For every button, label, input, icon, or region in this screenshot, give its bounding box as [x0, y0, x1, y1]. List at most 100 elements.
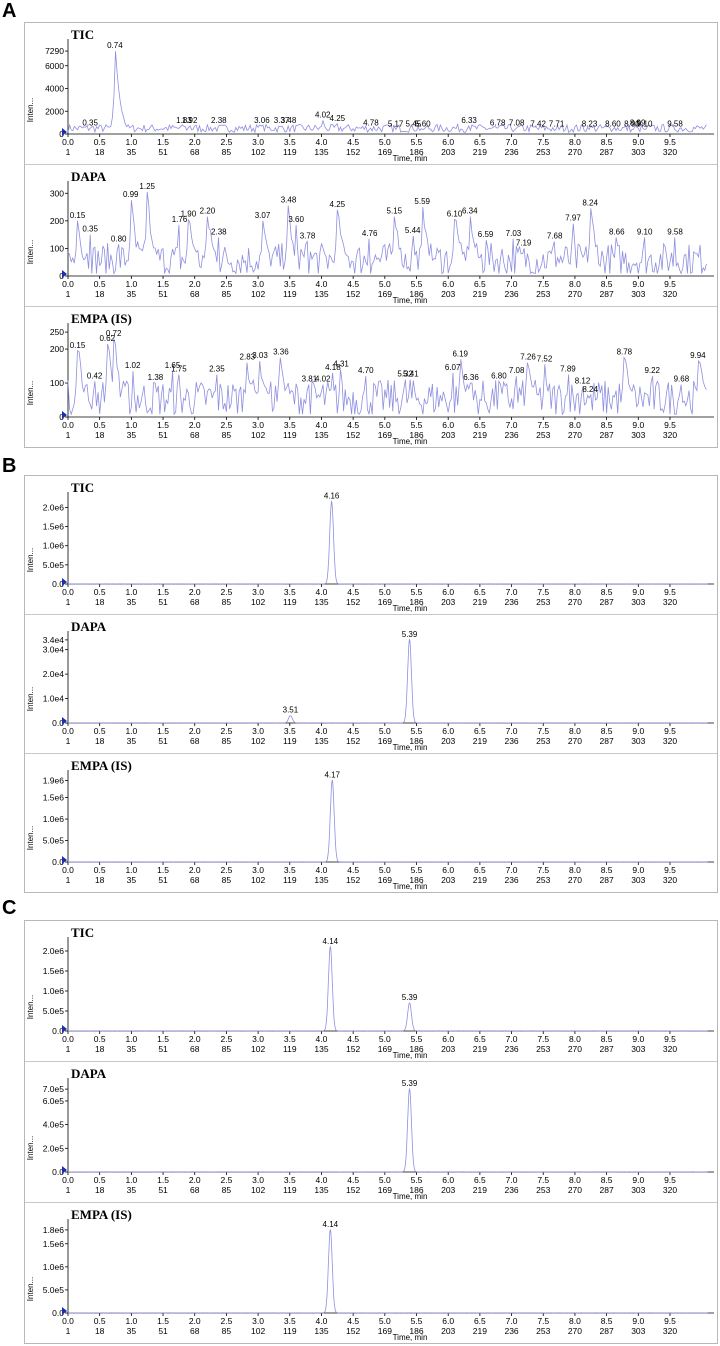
peak-label: 9.10 — [637, 119, 653, 128]
peak-label: 2.20 — [200, 207, 216, 216]
x-tick-label-time: 5.5 — [411, 137, 423, 147]
x-tick-label-time: 2.0 — [189, 420, 201, 430]
panel-a-tic: TIC Inten... 0 2000 4000 6000 7290 0.0 1 0.5 18 1.0… — [25, 23, 717, 164]
x-tick-label-scan: 119 — [283, 289, 297, 299]
x-tick-label-scan: 102 — [251, 1044, 265, 1054]
x-tick-label-scan: 270 — [568, 875, 582, 885]
y-tick-label: 300 — [50, 188, 64, 198]
peak-label: 3.81 — [302, 375, 318, 384]
x-tick-label-time: 7.0 — [506, 420, 518, 430]
x-tick-label-time: 3.0 — [252, 865, 264, 875]
chromatogram-svg: DAPAInten...0.02.0e54.0e56.0e57.0e50.010… — [26, 1066, 714, 1201]
x-tick-label-scan: 1 — [66, 597, 71, 607]
x-tick-label-time: 5.5 — [411, 726, 423, 736]
x-tick-label-time: 5.5 — [411, 420, 423, 430]
x-tick-label-time: 5.0 — [379, 865, 391, 875]
x-tick-label-time: 7.0 — [506, 137, 518, 147]
x-tick-label-scan: 320 — [663, 430, 677, 440]
peak-label: 0.74 — [107, 41, 123, 50]
x-tick-label-time: 9.0 — [632, 1316, 644, 1326]
x-tick-label-scan: 85 — [222, 289, 232, 299]
x-tick-label-scan: 135 — [314, 430, 328, 440]
x-tick-label-scan: 253 — [536, 1185, 550, 1195]
panel-title: TIC — [71, 925, 94, 940]
x-tick-label-time: 1.0 — [125, 1316, 137, 1326]
x-tick-label-time: 3.5 — [284, 1175, 296, 1185]
x-tick-label-time: 9.5 — [664, 1175, 676, 1185]
x-tick-label-scan: 303 — [631, 736, 645, 746]
x-tick-label-time: 9.0 — [632, 279, 644, 289]
x-tick-label-scan: 51 — [158, 1326, 168, 1336]
peak-label: 4.78 — [363, 118, 379, 127]
x-tick-label-scan: 51 — [158, 875, 168, 885]
x-tick-label-time: 2.0 — [189, 865, 201, 875]
x-tick-label-scan: 102 — [251, 430, 265, 440]
x-tick-label-scan: 270 — [568, 1044, 582, 1054]
x-tick-label-time: 6.0 — [442, 279, 454, 289]
x-tick-label-time: 2.5 — [221, 865, 233, 875]
peak-label: 9.58 — [667, 119, 683, 128]
panel-b-tic: TIC Inten... 0.0 5.0e5 1.0e6 1.5e6 2.0e6 0.0 1 0.… — [25, 476, 717, 614]
peak-label: 2.38 — [211, 116, 227, 125]
peak-label: 1.38 — [148, 373, 164, 382]
x-tick-label-scan: 35 — [127, 736, 137, 746]
peak-label: 5.32 — [397, 370, 413, 379]
x-tick-label-scan: 85 — [222, 1044, 232, 1054]
x-tick-label-scan: 1 — [66, 430, 71, 440]
x-tick-label-time: 6.5 — [474, 726, 486, 736]
x-tick-label-scan: 303 — [631, 1044, 645, 1054]
peak-label: 5.60 — [415, 119, 431, 128]
x-tick-label-scan: 253 — [536, 736, 550, 746]
x-tick-label-time: 1.5 — [157, 726, 169, 736]
y-tick-label: 7.0e5 — [43, 1084, 65, 1094]
x-tick-label-scan: 203 — [441, 1185, 455, 1195]
peak-label: 4.17 — [324, 770, 340, 779]
x-tick-label-scan: 68 — [190, 597, 200, 607]
x-tick-label-time: 3.5 — [284, 587, 296, 597]
peak-label: 4.18 — [325, 363, 341, 372]
x-tick-label-scan: 1 — [66, 1326, 71, 1336]
x-tick-label-scan: 253 — [536, 289, 550, 299]
y-tick-label: 5.0e5 — [43, 560, 65, 570]
x-tick-label-scan: 186 — [409, 289, 423, 299]
chromatogram-trace — [67, 338, 707, 416]
panel-c-empa: EMPA (IS) Inten... 0.0 5.0e5 1.0e6 1.5e6 1.8e6… — [25, 1203, 717, 1343]
x-tick-label-scan: 102 — [251, 875, 265, 885]
x-tick-label-scan: 85 — [222, 736, 232, 746]
y-tick-label: 6000 — [45, 61, 64, 71]
x-tick-label-scan: 270 — [568, 1326, 582, 1336]
peak-label: 6.78 — [490, 118, 506, 127]
y-tick-label: 5.0e5 — [43, 836, 65, 846]
x-tick-label-time: 4.0 — [316, 420, 328, 430]
peak-label: 9.94 — [690, 351, 706, 360]
x-tick-label-scan: 35 — [127, 1044, 137, 1054]
x-tick-label-time: 4.0 — [316, 865, 328, 875]
x-tick-label-time: 9.5 — [664, 137, 676, 147]
x-tick-label-scan: 219 — [473, 1185, 487, 1195]
x-tick-label-time: 0.5 — [94, 1316, 106, 1326]
x-tick-label-time: 0.0 — [62, 279, 74, 289]
x-tick-label-scan: 320 — [663, 1185, 677, 1195]
peak-label: 5.39 — [402, 630, 418, 639]
x-tick-label-scan: 68 — [190, 430, 200, 440]
x-tick-label-scan: 1 — [66, 1185, 71, 1195]
x-tick-label-scan: 119 — [283, 597, 297, 607]
x-tick-label-time: 3.5 — [284, 137, 296, 147]
x-tick-label-time: 0.0 — [62, 1316, 74, 1326]
x-tick-label-time: 3.0 — [252, 420, 264, 430]
chromatogram-svg: TIC Inten... 0 2000 4000 6000 7290 0.01 0.518 1.0… — [26, 27, 714, 163]
x-axis-label: Time, min — [393, 154, 428, 163]
x-tick-label-time: 4.0 — [316, 137, 328, 147]
x-tick-label-scan: 203 — [441, 147, 455, 157]
peak-label: 8.24 — [582, 198, 598, 207]
x-tick-label-time: 7.0 — [506, 865, 518, 875]
x-tick-label-scan: 119 — [283, 1185, 297, 1195]
peak-label: 8.78 — [617, 348, 633, 357]
x-tick-label-time: 9.5 — [664, 279, 676, 289]
y-tick-label: 7290 — [45, 46, 64, 56]
peak-label: 5.15 — [387, 207, 403, 216]
x-tick-label-time: 2.0 — [189, 587, 201, 597]
peak-label: 7.08 — [509, 118, 525, 127]
peak-label: 4.14 — [323, 1220, 339, 1229]
x-tick-label-scan: 68 — [190, 1326, 200, 1336]
